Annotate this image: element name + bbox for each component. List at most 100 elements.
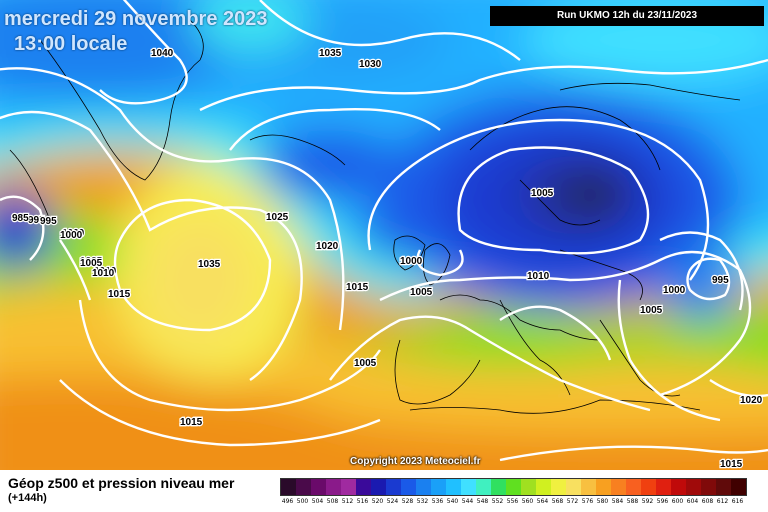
isobar-label: 1025 [266, 212, 289, 223]
legend-label: 540 [446, 498, 459, 505]
legend-swatch [386, 479, 401, 495]
copyright-notice: Copyright 2023 Meteociel.fr [350, 456, 481, 467]
weather-map: 1040 1035 1030 1025 1020 1015 1010 1005 … [0, 0, 768, 470]
legend-label: 608 [701, 498, 714, 505]
legend-swatch [491, 479, 506, 495]
legend-swatch [326, 479, 341, 495]
legend-label: 516 [356, 498, 369, 505]
legend-label: 536 [431, 498, 444, 505]
geopotential-field [0, 0, 768, 470]
legend-label: 564 [536, 498, 549, 505]
legend-label: 508 [326, 498, 339, 505]
isobar-label: 995 [712, 275, 729, 286]
legend-label: 600 [671, 498, 684, 505]
legend-label: 572 [566, 498, 579, 505]
legend-swatch [686, 479, 701, 495]
isobar-label: 1000 [62, 228, 85, 239]
isobar-label: 1015 [346, 282, 369, 293]
isobar-label: 1025 [266, 212, 289, 223]
legend-label: 576 [581, 498, 594, 505]
legend-swatch [461, 479, 476, 495]
isobar-label: 1005 [410, 287, 433, 298]
product-title: Géop z500 et pression niveau mer [8, 475, 235, 491]
legend-swatch [611, 479, 626, 495]
legend-swatch [341, 479, 356, 495]
isobar-label: 1020 [740, 395, 763, 406]
legend-swatch [536, 479, 551, 495]
isobar-label: 1015 [108, 289, 131, 300]
color-legend [280, 478, 747, 496]
isobar-label: 1035 [319, 48, 342, 59]
legend-swatch [356, 479, 371, 495]
legend-swatch [731, 479, 746, 495]
isobar-label: 1005 [80, 256, 103, 267]
isobar-label: 1005 [640, 305, 663, 316]
legend-swatch [671, 479, 686, 495]
legend-label: 604 [686, 498, 699, 505]
footer-bar: Géop z500 et pression niveau mer (+144h)… [0, 470, 768, 512]
isobar-label: 1030 [359, 59, 382, 70]
isobar-label: 1000 [400, 256, 423, 267]
isobar-label: 1010 [94, 266, 117, 277]
legend-swatch [626, 479, 641, 495]
legend-swatch [416, 479, 431, 495]
legend-label: 612 [716, 498, 729, 505]
legend-swatch [476, 479, 491, 495]
legend-swatch [701, 479, 716, 495]
legend-label: 544 [461, 498, 474, 505]
legend-swatch [446, 479, 461, 495]
isobar-label: 1015 [180, 417, 203, 428]
isobar-label: 1020 [316, 241, 339, 252]
lead-time: (+144h) [8, 492, 47, 504]
isobars [0, 0, 768, 460]
isobar-label: 1015 [180, 417, 203, 428]
legend-label: 592 [641, 498, 654, 505]
isobar-label: 1005 [531, 188, 554, 199]
isobar-label: 1000 [60, 230, 83, 241]
legend-swatch [551, 479, 566, 495]
isobar-label: 995 [28, 215, 45, 226]
legend-swatch [506, 479, 521, 495]
isobar-label: 1005 [80, 258, 103, 269]
legend-swatch [281, 479, 296, 495]
isobar-label-layer: 1040 1035 1030 1025 1020 1015 1010 1005 … [11, 47, 764, 470]
legend-label: 548 [476, 498, 489, 505]
legend-swatch [641, 479, 656, 495]
legend-swatch [401, 479, 416, 495]
legend-label: 568 [551, 498, 564, 505]
isobar-label: 1015 [720, 459, 743, 470]
model-run-label: Run UKMO 12h du 23/11/2023 [490, 6, 764, 26]
legend-swatch [596, 479, 611, 495]
legend-swatch [296, 479, 311, 495]
legend-label: 588 [626, 498, 639, 505]
legend-label: 532 [416, 498, 429, 505]
color-legend-labels: 496 500 504 508 512 516 520 524 528 532 536 540 544 5… [280, 498, 745, 505]
legend-label: 524 [386, 498, 399, 505]
legend-label: 556 [506, 498, 519, 505]
legend-label: 500 [296, 498, 309, 505]
legend-swatch [431, 479, 446, 495]
legend-label: 580 [596, 498, 609, 505]
isobar-label: 1040 [151, 48, 174, 59]
isobar-label: 1010 [92, 268, 115, 279]
legend-swatch [521, 479, 536, 495]
forecast-date: mercredi 29 novembre 2023 [4, 8, 268, 30]
legend-label: 596 [656, 498, 669, 505]
legend-label: 560 [521, 498, 534, 505]
isobar-label: 1035 [198, 259, 221, 270]
legend-label: 504 [311, 498, 324, 505]
isobar-label: 995 [40, 216, 57, 227]
isobar-label: 1020 [316, 241, 339, 252]
legend-swatch [581, 479, 596, 495]
isobar-label: 1000 [663, 285, 686, 296]
legend-label: 584 [611, 498, 624, 505]
legend-swatch [656, 479, 671, 495]
legend-label: 496 [281, 498, 294, 505]
legend-label: 552 [491, 498, 504, 505]
isobar-label: 985 [12, 213, 29, 224]
legend-swatch [371, 479, 386, 495]
legend-label: 520 [371, 498, 384, 505]
isobar-label: 1005 [354, 358, 377, 369]
legend-swatch [716, 479, 731, 495]
